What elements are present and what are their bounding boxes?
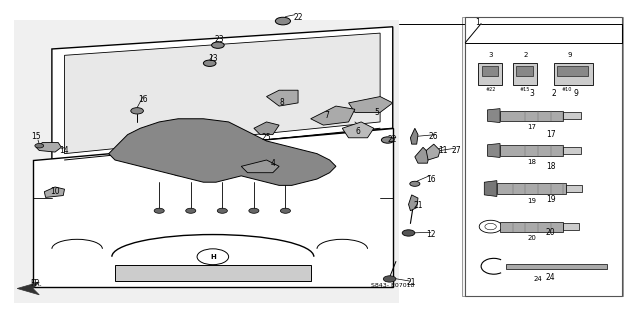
- Text: 17: 17: [546, 130, 555, 139]
- Circle shape: [382, 137, 394, 143]
- Polygon shape: [311, 106, 355, 125]
- Polygon shape: [14, 20, 399, 303]
- Text: #10: #10: [561, 87, 571, 92]
- Bar: [553, 63, 593, 85]
- Circle shape: [217, 208, 228, 213]
- Bar: [500, 221, 563, 232]
- Text: S843- E07018: S843- E07018: [371, 283, 415, 288]
- Circle shape: [280, 208, 290, 213]
- Circle shape: [186, 208, 196, 213]
- Text: 23: 23: [214, 35, 224, 44]
- Bar: [557, 67, 588, 76]
- Polygon shape: [488, 143, 500, 157]
- Text: 11: 11: [439, 146, 448, 155]
- Bar: [563, 147, 581, 154]
- Text: 25: 25: [262, 133, 271, 142]
- Text: 19: 19: [527, 198, 536, 204]
- Text: 20: 20: [527, 235, 536, 241]
- Text: H: H: [210, 254, 216, 260]
- Text: 5: 5: [375, 108, 379, 117]
- Text: 12: 12: [426, 230, 436, 239]
- Text: 17: 17: [527, 124, 536, 130]
- Text: 10: 10: [50, 187, 60, 196]
- Text: 6: 6: [356, 127, 361, 136]
- Bar: [563, 223, 579, 230]
- Text: 20: 20: [546, 228, 555, 237]
- Text: 4: 4: [270, 159, 275, 168]
- Text: 19: 19: [546, 195, 555, 204]
- Bar: [500, 110, 563, 121]
- Text: 9: 9: [567, 52, 572, 58]
- Polygon shape: [410, 128, 418, 144]
- Text: 7: 7: [324, 111, 329, 120]
- Circle shape: [384, 276, 396, 282]
- Bar: [482, 67, 498, 76]
- Bar: [465, 17, 622, 296]
- Circle shape: [212, 42, 224, 48]
- Circle shape: [275, 17, 290, 25]
- Bar: [566, 185, 582, 192]
- Polygon shape: [342, 122, 374, 138]
- Circle shape: [204, 60, 216, 67]
- Text: 2: 2: [552, 89, 556, 98]
- Polygon shape: [484, 180, 497, 196]
- Text: 16: 16: [139, 95, 148, 104]
- Bar: [497, 183, 566, 194]
- Circle shape: [402, 230, 415, 236]
- Text: 21: 21: [407, 278, 417, 287]
- Bar: [500, 145, 563, 156]
- Bar: [478, 63, 502, 85]
- Circle shape: [249, 208, 259, 213]
- Text: 24: 24: [534, 276, 542, 282]
- Text: 22: 22: [294, 13, 303, 22]
- Text: 24: 24: [546, 273, 555, 282]
- Text: 14: 14: [60, 146, 69, 155]
- Bar: [517, 67, 533, 76]
- Text: #15: #15: [520, 87, 531, 92]
- Bar: [462, 17, 623, 296]
- Text: 3: 3: [488, 52, 493, 58]
- Text: 16: 16: [426, 174, 436, 184]
- Polygon shape: [415, 147, 429, 163]
- Polygon shape: [254, 122, 279, 135]
- Polygon shape: [17, 282, 39, 295]
- Circle shape: [131, 108, 143, 114]
- Polygon shape: [426, 144, 440, 160]
- Text: 13: 13: [208, 54, 217, 63]
- Polygon shape: [44, 187, 65, 197]
- Text: 18: 18: [546, 162, 555, 171]
- Bar: [513, 63, 536, 85]
- Polygon shape: [349, 97, 392, 112]
- Circle shape: [197, 249, 229, 265]
- Text: #22: #22: [486, 87, 496, 92]
- Polygon shape: [108, 119, 336, 185]
- Polygon shape: [488, 108, 500, 123]
- Polygon shape: [52, 27, 392, 160]
- Text: 9: 9: [573, 89, 578, 98]
- Text: 18: 18: [527, 159, 536, 165]
- Text: FR.: FR.: [30, 279, 42, 288]
- Text: 3: 3: [529, 89, 534, 98]
- Circle shape: [154, 208, 164, 213]
- Text: 8: 8: [280, 99, 285, 108]
- Polygon shape: [33, 128, 392, 287]
- Text: 21: 21: [413, 202, 423, 211]
- Bar: [563, 112, 581, 119]
- Text: 26: 26: [429, 132, 439, 141]
- Bar: [507, 264, 607, 269]
- Polygon shape: [36, 142, 61, 152]
- Text: 1: 1: [476, 18, 481, 27]
- Polygon shape: [65, 33, 380, 154]
- Circle shape: [35, 143, 44, 148]
- Polygon shape: [242, 160, 279, 173]
- Text: 15: 15: [31, 132, 41, 141]
- Text: 27: 27: [451, 146, 461, 155]
- Text: 2: 2: [523, 52, 527, 58]
- Polygon shape: [266, 90, 298, 106]
- Polygon shape: [115, 265, 311, 281]
- Polygon shape: [408, 195, 418, 211]
- Circle shape: [410, 181, 420, 186]
- Text: 22: 22: [388, 135, 398, 144]
